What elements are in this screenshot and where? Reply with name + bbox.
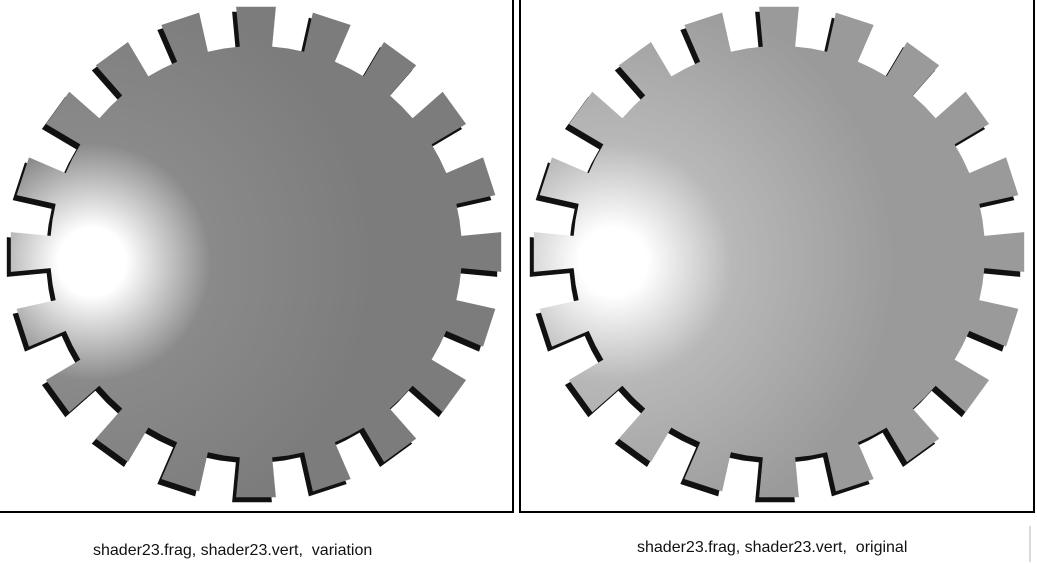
gear-render-variation (6, 6, 502, 503)
gear-face (10, 6, 502, 498)
caption-original: shader23.frag, shader23.vert, original (637, 539, 908, 556)
image-panel-original (519, 0, 1035, 513)
gear-face (533, 6, 1025, 498)
image-panel-variation (0, 0, 514, 513)
page-edge-divider (1029, 526, 1031, 562)
gear-render-original (529, 6, 1025, 503)
caption-variation: shader23.frag, shader23.vert, variation (93, 542, 373, 559)
